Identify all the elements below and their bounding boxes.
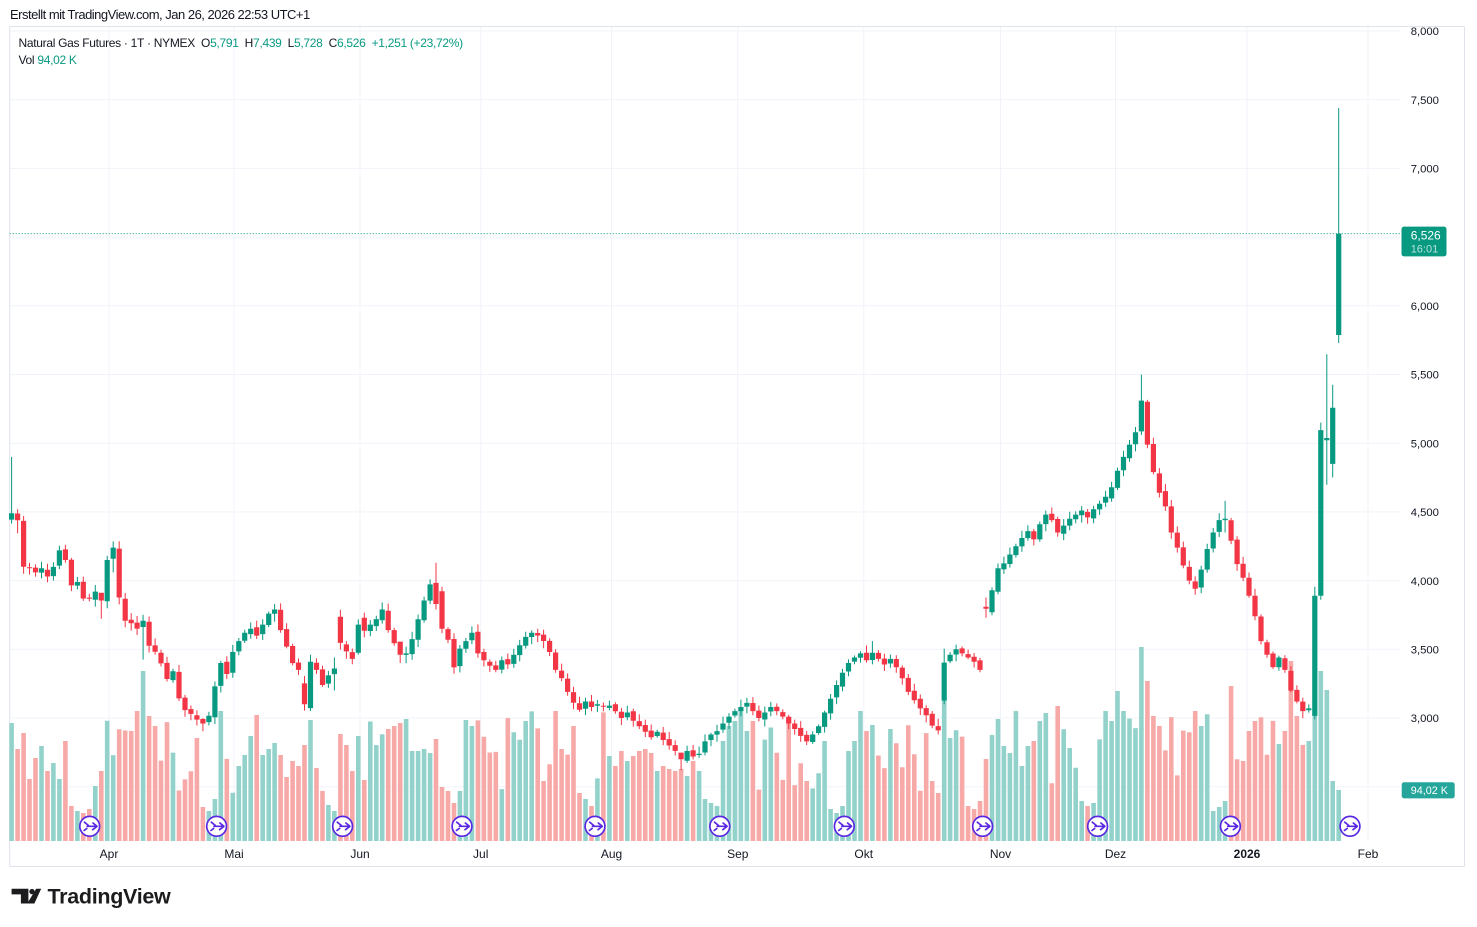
svg-text:Aug: Aug (601, 847, 622, 861)
svg-text:Mai: Mai (224, 847, 243, 861)
svg-text:2026: 2026 (1234, 847, 1261, 861)
svg-text:Jun: Jun (350, 847, 369, 861)
svg-text:7,500: 7,500 (1411, 95, 1439, 107)
svg-text:Apr: Apr (100, 847, 119, 861)
svg-text:Okt: Okt (854, 847, 873, 861)
svg-text:3,500: 3,500 (1411, 645, 1439, 657)
svg-text:Feb: Feb (1358, 847, 1379, 861)
svg-text:16:01: 16:01 (1411, 243, 1439, 255)
svg-text:6,526: 6,526 (1411, 228, 1441, 242)
svg-text:94,02 K: 94,02 K (1411, 785, 1449, 797)
svg-text:5,000: 5,000 (1411, 438, 1439, 450)
svg-text:4,000: 4,000 (1411, 576, 1439, 588)
svg-text:3,000: 3,000 (1411, 713, 1439, 725)
svg-text:7,000: 7,000 (1411, 164, 1439, 176)
svg-text:Jul: Jul (473, 847, 488, 861)
svg-text:Nov: Nov (990, 847, 1011, 861)
svg-text:4,500: 4,500 (1411, 507, 1439, 519)
svg-text:5,500: 5,500 (1411, 370, 1439, 382)
svg-text:Dez: Dez (1105, 847, 1126, 861)
svg-text:6,000: 6,000 (1411, 301, 1439, 313)
svg-text:Sep: Sep (727, 847, 749, 861)
svg-text:8,000: 8,000 (1411, 26, 1439, 38)
svg-text:TradingView: TradingView (48, 884, 172, 908)
